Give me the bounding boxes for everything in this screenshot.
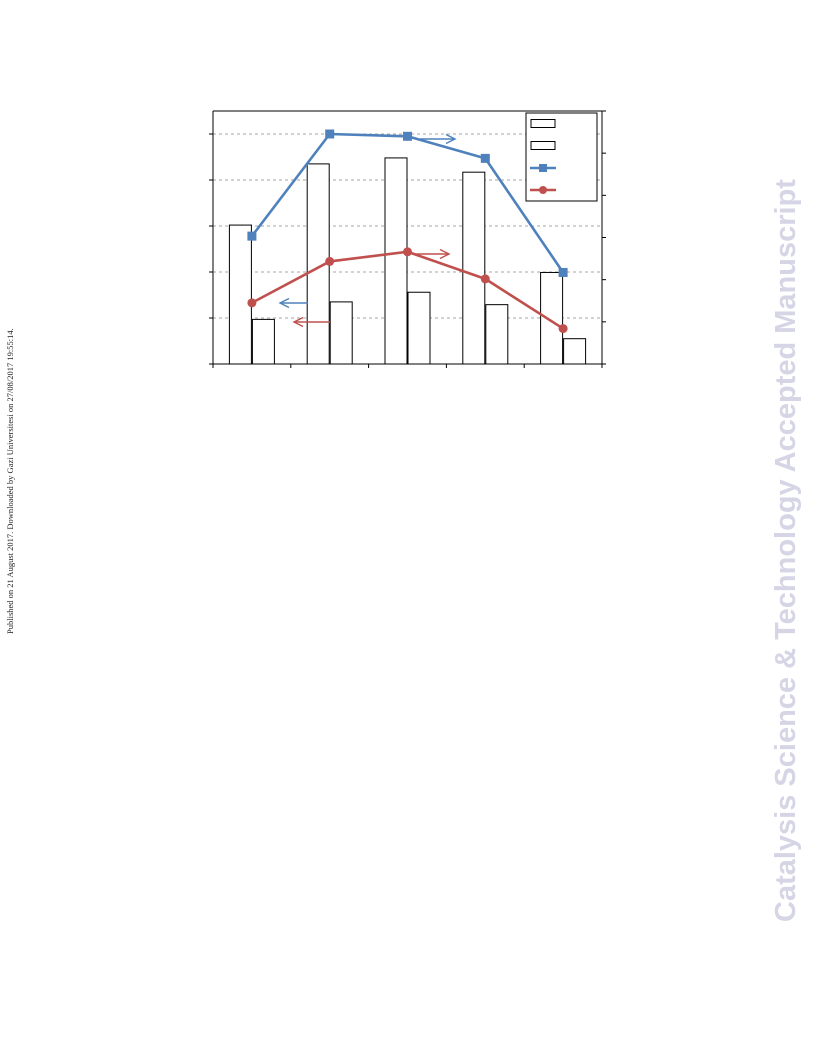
bar (384, 157, 408, 365)
circle-marker (403, 247, 412, 257)
square-marker (325, 129, 335, 139)
legend-swatch-circle-marker (539, 186, 547, 194)
arrow-head (445, 133, 457, 145)
circle-marker (480, 274, 490, 284)
circle-marker (247, 298, 257, 308)
legend (525, 112, 598, 202)
bar (251, 318, 275, 365)
right-arrow-red (414, 248, 451, 260)
annotation-arrows (278, 133, 457, 328)
right-arrow-blue (420, 133, 457, 145)
bar (540, 271, 564, 365)
arrow-head (292, 316, 304, 328)
legend-swatch-bar (530, 141, 556, 150)
legend-swatch-bar (530, 119, 556, 128)
bar (329, 301, 353, 365)
bar (462, 171, 486, 365)
legend-swatch-square-marker (539, 164, 547, 172)
square-marker (403, 131, 412, 141)
bars-layer (228, 157, 587, 365)
circle-marker (558, 324, 568, 334)
square-marker (247, 231, 257, 241)
square-marker (558, 267, 568, 277)
arrow-head (278, 297, 290, 309)
lines-layer (247, 129, 568, 334)
arrow-head (439, 248, 451, 260)
left-arrow-blue (278, 297, 308, 309)
bar (563, 338, 587, 365)
axes-layer (209, 110, 606, 368)
bar (485, 304, 509, 365)
bar (228, 224, 252, 365)
left-arrow-red (292, 316, 330, 328)
square-marker (480, 153, 490, 163)
bar (407, 291, 431, 365)
circle-marker (325, 256, 335, 266)
